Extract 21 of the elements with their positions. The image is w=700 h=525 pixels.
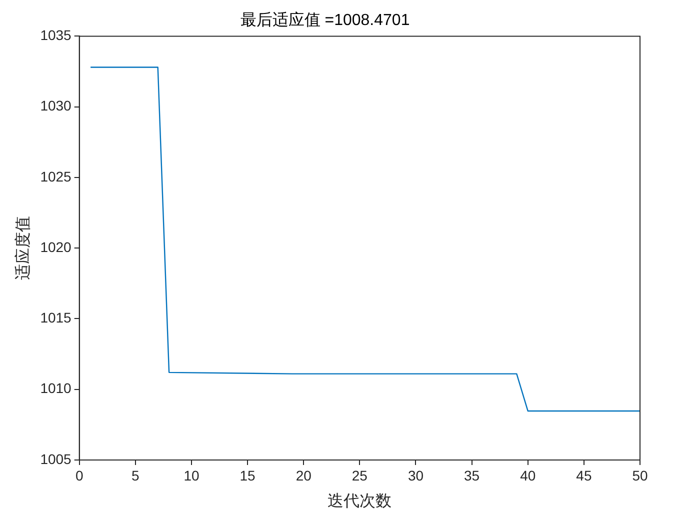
y-tick-label: 1010 <box>40 380 72 396</box>
y-tick-label: 1020 <box>40 238 72 255</box>
y-tick-label: 1005 <box>40 450 72 467</box>
y-tick-label: 1035 <box>40 27 72 44</box>
x-tick-label: 15 <box>240 467 256 484</box>
chart-title: 最后适应值 =1008.4701 <box>240 11 410 30</box>
y-axis-title: 适应度值 <box>14 216 32 280</box>
x-tick-label: 30 <box>408 467 424 484</box>
x-tick-label: 40 <box>520 467 536 484</box>
x-tick-label: 20 <box>296 467 312 484</box>
y-tick-label: 1030 <box>40 98 72 114</box>
x-tick-label: 10 <box>184 467 200 484</box>
x-tick-label: 50 <box>632 467 648 484</box>
y-tick-label: 1025 <box>40 168 72 184</box>
x-tick-label: 25 <box>352 467 368 484</box>
y-tick-label: 1015 <box>40 310 72 326</box>
x-tick-label: 5 <box>132 467 140 484</box>
x-tick-label: 35 <box>464 467 480 484</box>
x-tick-label: 45 <box>576 467 592 484</box>
x-axis-title: 迭代次数 <box>328 492 392 510</box>
x-tick-label: 0 <box>75 467 84 484</box>
